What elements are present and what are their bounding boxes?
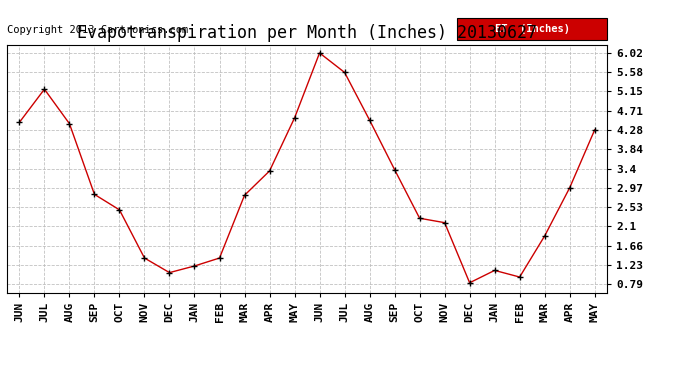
FancyBboxPatch shape	[457, 18, 607, 40]
Title: Evapotranspiration per Month (Inches) 20130627: Evapotranspiration per Month (Inches) 20…	[77, 24, 537, 42]
Text: ET  (Inches): ET (Inches)	[495, 24, 570, 34]
Text: Copyright 2013 Cartronics.com: Copyright 2013 Cartronics.com	[7, 25, 188, 35]
